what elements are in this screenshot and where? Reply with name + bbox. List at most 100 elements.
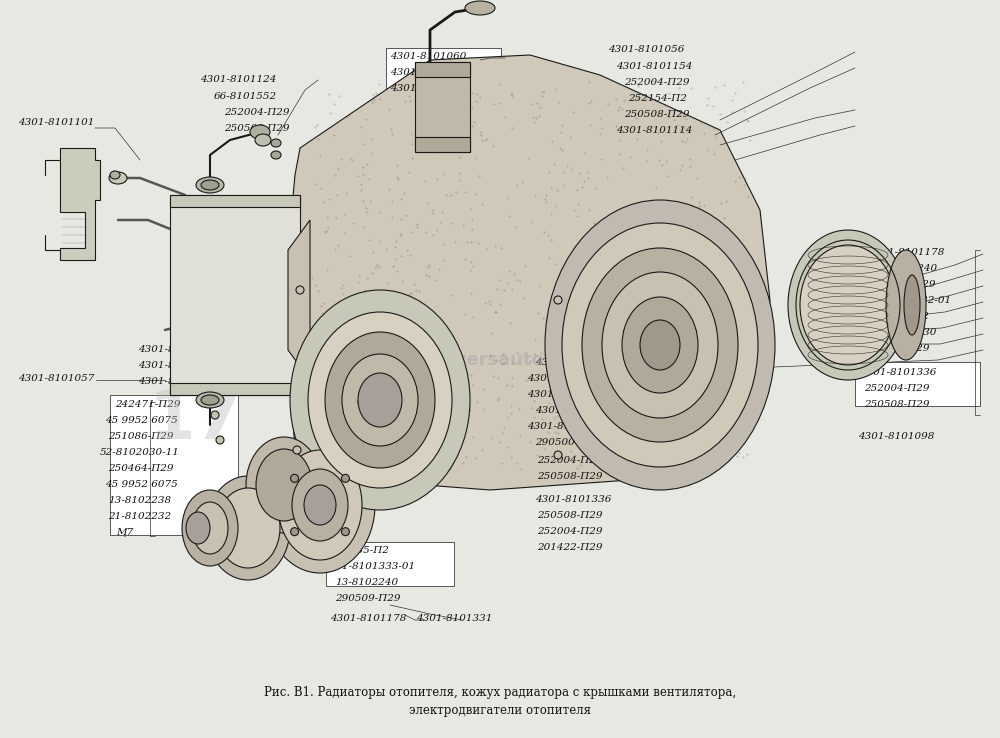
Text: 52-8102030-11: 52-8102030-11 [100,448,180,457]
Text: 4301-8101178: 4301-8101178 [330,614,406,623]
Text: 4301-8101160: 4301-8101160 [138,377,214,386]
Ellipse shape [250,125,270,139]
Ellipse shape [640,320,680,370]
Ellipse shape [109,172,127,184]
Bar [415,137,470,152]
Text: 4301-8101178: 4301-8101178 [868,248,944,257]
Ellipse shape [602,272,718,418]
Text: www.aversauto.ru: www.aversauto.ru [387,351,573,369]
Ellipse shape [201,395,219,405]
Text: 290509-П29: 290509-П29 [870,280,936,289]
Text: 4301-8101161: 4301-8101161 [390,68,466,77]
Text: 252004-П29: 252004-П29 [537,527,602,536]
Text: Рис. В1. Радиаторы отопителя, кожух радиатора с крышками вентилятора,: Рис. В1. Радиаторы отопителя, кожух ради… [264,686,736,699]
Ellipse shape [582,248,738,442]
Ellipse shape [182,490,238,566]
Circle shape [341,475,349,483]
Text: 252004-П29: 252004-П29 [537,456,602,465]
Ellipse shape [216,488,280,568]
Text: 4301-8101418-01: 4301-8101418-01 [527,374,620,383]
Text: 201422-П29: 201422-П29 [537,543,602,552]
Bar [326,542,454,586]
Text: 4301-8101419-01: 4301-8101419-01 [527,422,620,431]
Ellipse shape [465,1,495,15]
Bar [170,383,300,395]
Ellipse shape [788,230,908,380]
Text: электродвигатели отопителя: электродвигатели отопителя [409,704,591,717]
Ellipse shape [342,354,418,446]
Text: 4301-8101333-01: 4301-8101333-01 [322,562,415,571]
Circle shape [296,286,304,294]
Text: 21-8102232: 21-8102232 [108,512,171,521]
Text: 4301-8101331: 4301-8101331 [416,614,492,623]
Ellipse shape [186,512,210,544]
Text: 250464-П29: 250464-П29 [108,464,174,473]
Ellipse shape [278,450,362,560]
Text: 252154-П2: 252154-П2 [628,94,687,103]
Ellipse shape [196,177,224,193]
Text: 45 9952 6075: 45 9952 6075 [105,416,178,425]
Text: 4301-8101060: 4301-8101060 [138,345,214,354]
Text: 4301-8101338: 4301-8101338 [535,358,611,367]
Ellipse shape [325,332,435,468]
Text: 250508-П29: 250508-П29 [537,472,602,481]
Bar [415,62,470,152]
Text: 250508-П29: 250508-П29 [537,511,602,520]
Text: 251086-П29: 251086-П29 [108,432,174,441]
Text: 4301-8101101: 4301-8101101 [18,118,94,127]
Text: 250508-П29: 250508-П29 [624,110,690,119]
Bar [170,195,300,207]
Text: 292685-П2: 292685-П2 [330,546,389,555]
Text: 4301-8101330: 4301-8101330 [860,328,936,337]
Text: 4301-8101060: 4301-8101060 [390,52,466,61]
Polygon shape [288,220,310,380]
Ellipse shape [256,449,312,521]
Text: 13-8102240: 13-8102240 [335,578,398,587]
Text: 4301-8101336: 4301-8101336 [860,368,936,377]
Text: 4301-8101114: 4301-8101114 [616,126,692,135]
Bar [855,362,980,406]
Text: 4301-8101100-01: 4301-8101100-01 [527,390,620,399]
Text: 290509-П29: 290509-П29 [335,594,400,603]
Text: 13-8102240: 13-8102240 [874,264,937,273]
Text: 242471-П29: 242471-П29 [115,400,180,409]
Bar [110,395,238,535]
Ellipse shape [206,476,290,580]
Circle shape [211,411,219,419]
Polygon shape [60,148,100,260]
Ellipse shape [196,392,224,408]
Ellipse shape [265,437,375,573]
Ellipse shape [304,485,336,525]
Circle shape [358,398,366,406]
Ellipse shape [246,437,322,533]
Text: 4301-8101336: 4301-8101336 [535,495,611,504]
Text: 4301-8101161: 4301-8101161 [138,361,214,370]
Circle shape [293,446,301,454]
Ellipse shape [201,180,219,190]
Ellipse shape [358,373,402,427]
Text: 45 9952 6075: 45 9952 6075 [105,480,178,489]
Text: 66-8101552: 66-8101552 [214,92,277,101]
Ellipse shape [192,502,228,554]
Ellipse shape [904,275,920,335]
Text: 4301-8101056: 4301-8101056 [608,45,684,54]
Circle shape [291,475,299,483]
Text: М̣7: М̣7 [116,528,133,537]
Circle shape [291,528,299,536]
Bar [386,48,501,92]
Ellipse shape [255,134,271,146]
Text: 17: 17 [149,387,241,453]
Ellipse shape [562,223,758,467]
Circle shape [554,296,562,304]
Text: 4301-8101124: 4301-8101124 [200,75,276,84]
Text: 4301-8101160: 4301-8101160 [390,84,466,93]
Text: 250508-П29: 250508-П29 [864,400,930,409]
Ellipse shape [290,290,470,510]
Ellipse shape [271,151,281,159]
Text: 20: 20 [644,397,736,463]
Ellipse shape [292,469,348,541]
Ellipse shape [622,297,698,393]
Text: 250508-П29: 250508-П29 [224,124,290,133]
Text: 252004-П29: 252004-П29 [864,384,930,393]
Text: 4301-8101154: 4301-8101154 [616,62,692,71]
